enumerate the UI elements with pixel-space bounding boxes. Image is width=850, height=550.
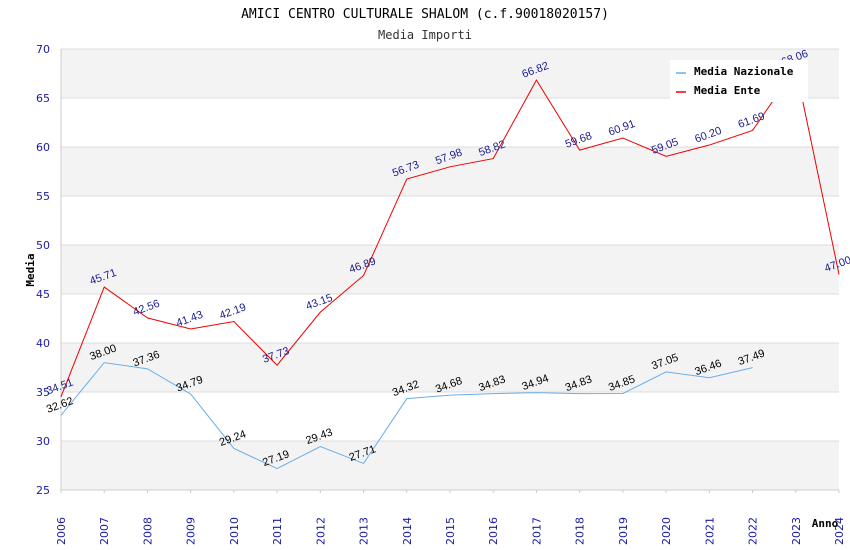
y-tick-label: 30 bbox=[36, 435, 50, 448]
y-tick-label: 45 bbox=[36, 288, 50, 301]
grid-band bbox=[61, 245, 839, 294]
gridlines bbox=[61, 48, 839, 491]
data-label-media-ente: 41.43 bbox=[175, 309, 205, 330]
x-tick-label: 2013 bbox=[358, 517, 371, 545]
data-label-media-ente: 60.20 bbox=[693, 125, 723, 146]
y-axis-ticks: 25 30 35 40 45 50 55 60 65 70 bbox=[36, 43, 50, 497]
x-tick-label: 2020 bbox=[660, 517, 673, 545]
x-tick-label: 2010 bbox=[228, 517, 241, 545]
series-line-media-ente bbox=[60, 66, 840, 397]
x-tick-label: 2008 bbox=[141, 517, 154, 545]
series-lines bbox=[60, 66, 840, 470]
grid-band bbox=[61, 441, 839, 490]
x-tick-label: 2019 bbox=[617, 517, 630, 545]
data-label-media-ente: 61.69 bbox=[737, 110, 767, 131]
x-tick-label: 2017 bbox=[530, 517, 543, 545]
legend: Media Nazionale Media Ente bbox=[670, 60, 808, 102]
chart-subtitle: Media Importi bbox=[378, 28, 472, 42]
legend-box bbox=[670, 60, 808, 102]
y-axis-label: Media bbox=[24, 253, 37, 286]
x-tick-label: 2009 bbox=[185, 517, 198, 545]
grid-bands bbox=[61, 49, 839, 490]
x-tick-label: 2024 bbox=[833, 517, 846, 545]
x-tick-label: 2006 bbox=[55, 517, 68, 545]
x-axis-label: Anno bbox=[812, 517, 839, 530]
y-tick-label: 65 bbox=[36, 92, 50, 105]
x-axis-ticks: 2006 2007 2008 2009 2010 2011 2012 2013 2014 2015… bbox=[55, 490, 846, 545]
chart-title: AMICI CENTRO CULTURALE SHALOM (c.f.90018… bbox=[241, 7, 609, 22]
y-tick-label: 60 bbox=[36, 141, 50, 154]
data-label-media-ente: 42.19 bbox=[218, 301, 248, 322]
y-tick-label: 25 bbox=[36, 484, 50, 497]
grid-band bbox=[61, 147, 839, 196]
y-tick-label: 40 bbox=[36, 337, 50, 350]
x-tick-label: 2022 bbox=[747, 517, 760, 545]
series-line-media-nazionale bbox=[60, 362, 753, 470]
x-tick-label: 2014 bbox=[401, 517, 414, 545]
x-tick-label: 2021 bbox=[703, 517, 716, 545]
x-tick-label: 2012 bbox=[314, 517, 327, 545]
y-tick-label: 50 bbox=[36, 239, 50, 252]
legend-label-media-ente: Media Ente bbox=[694, 84, 761, 97]
y-tick-label: 55 bbox=[36, 190, 50, 203]
data-label-media-ente: 43.15 bbox=[304, 292, 334, 313]
grid-band bbox=[61, 343, 839, 392]
x-tick-label: 2023 bbox=[790, 517, 803, 545]
data-label-media-ente: 34.51 bbox=[45, 377, 75, 398]
x-tick-label: 2011 bbox=[271, 517, 284, 545]
x-tick-label: 2015 bbox=[444, 517, 457, 545]
x-tick-label: 2018 bbox=[574, 517, 587, 545]
y-tick-label: 70 bbox=[36, 43, 50, 56]
data-label-media-ente: 60.91 bbox=[607, 118, 637, 139]
x-tick-label: 2016 bbox=[487, 517, 500, 545]
legend-label-media-nazionale: Media Nazionale bbox=[694, 65, 794, 78]
data-label-media-ente: 42.56 bbox=[131, 298, 161, 319]
y-tick-label: 35 bbox=[36, 386, 50, 399]
x-tick-label: 2007 bbox=[98, 517, 111, 545]
